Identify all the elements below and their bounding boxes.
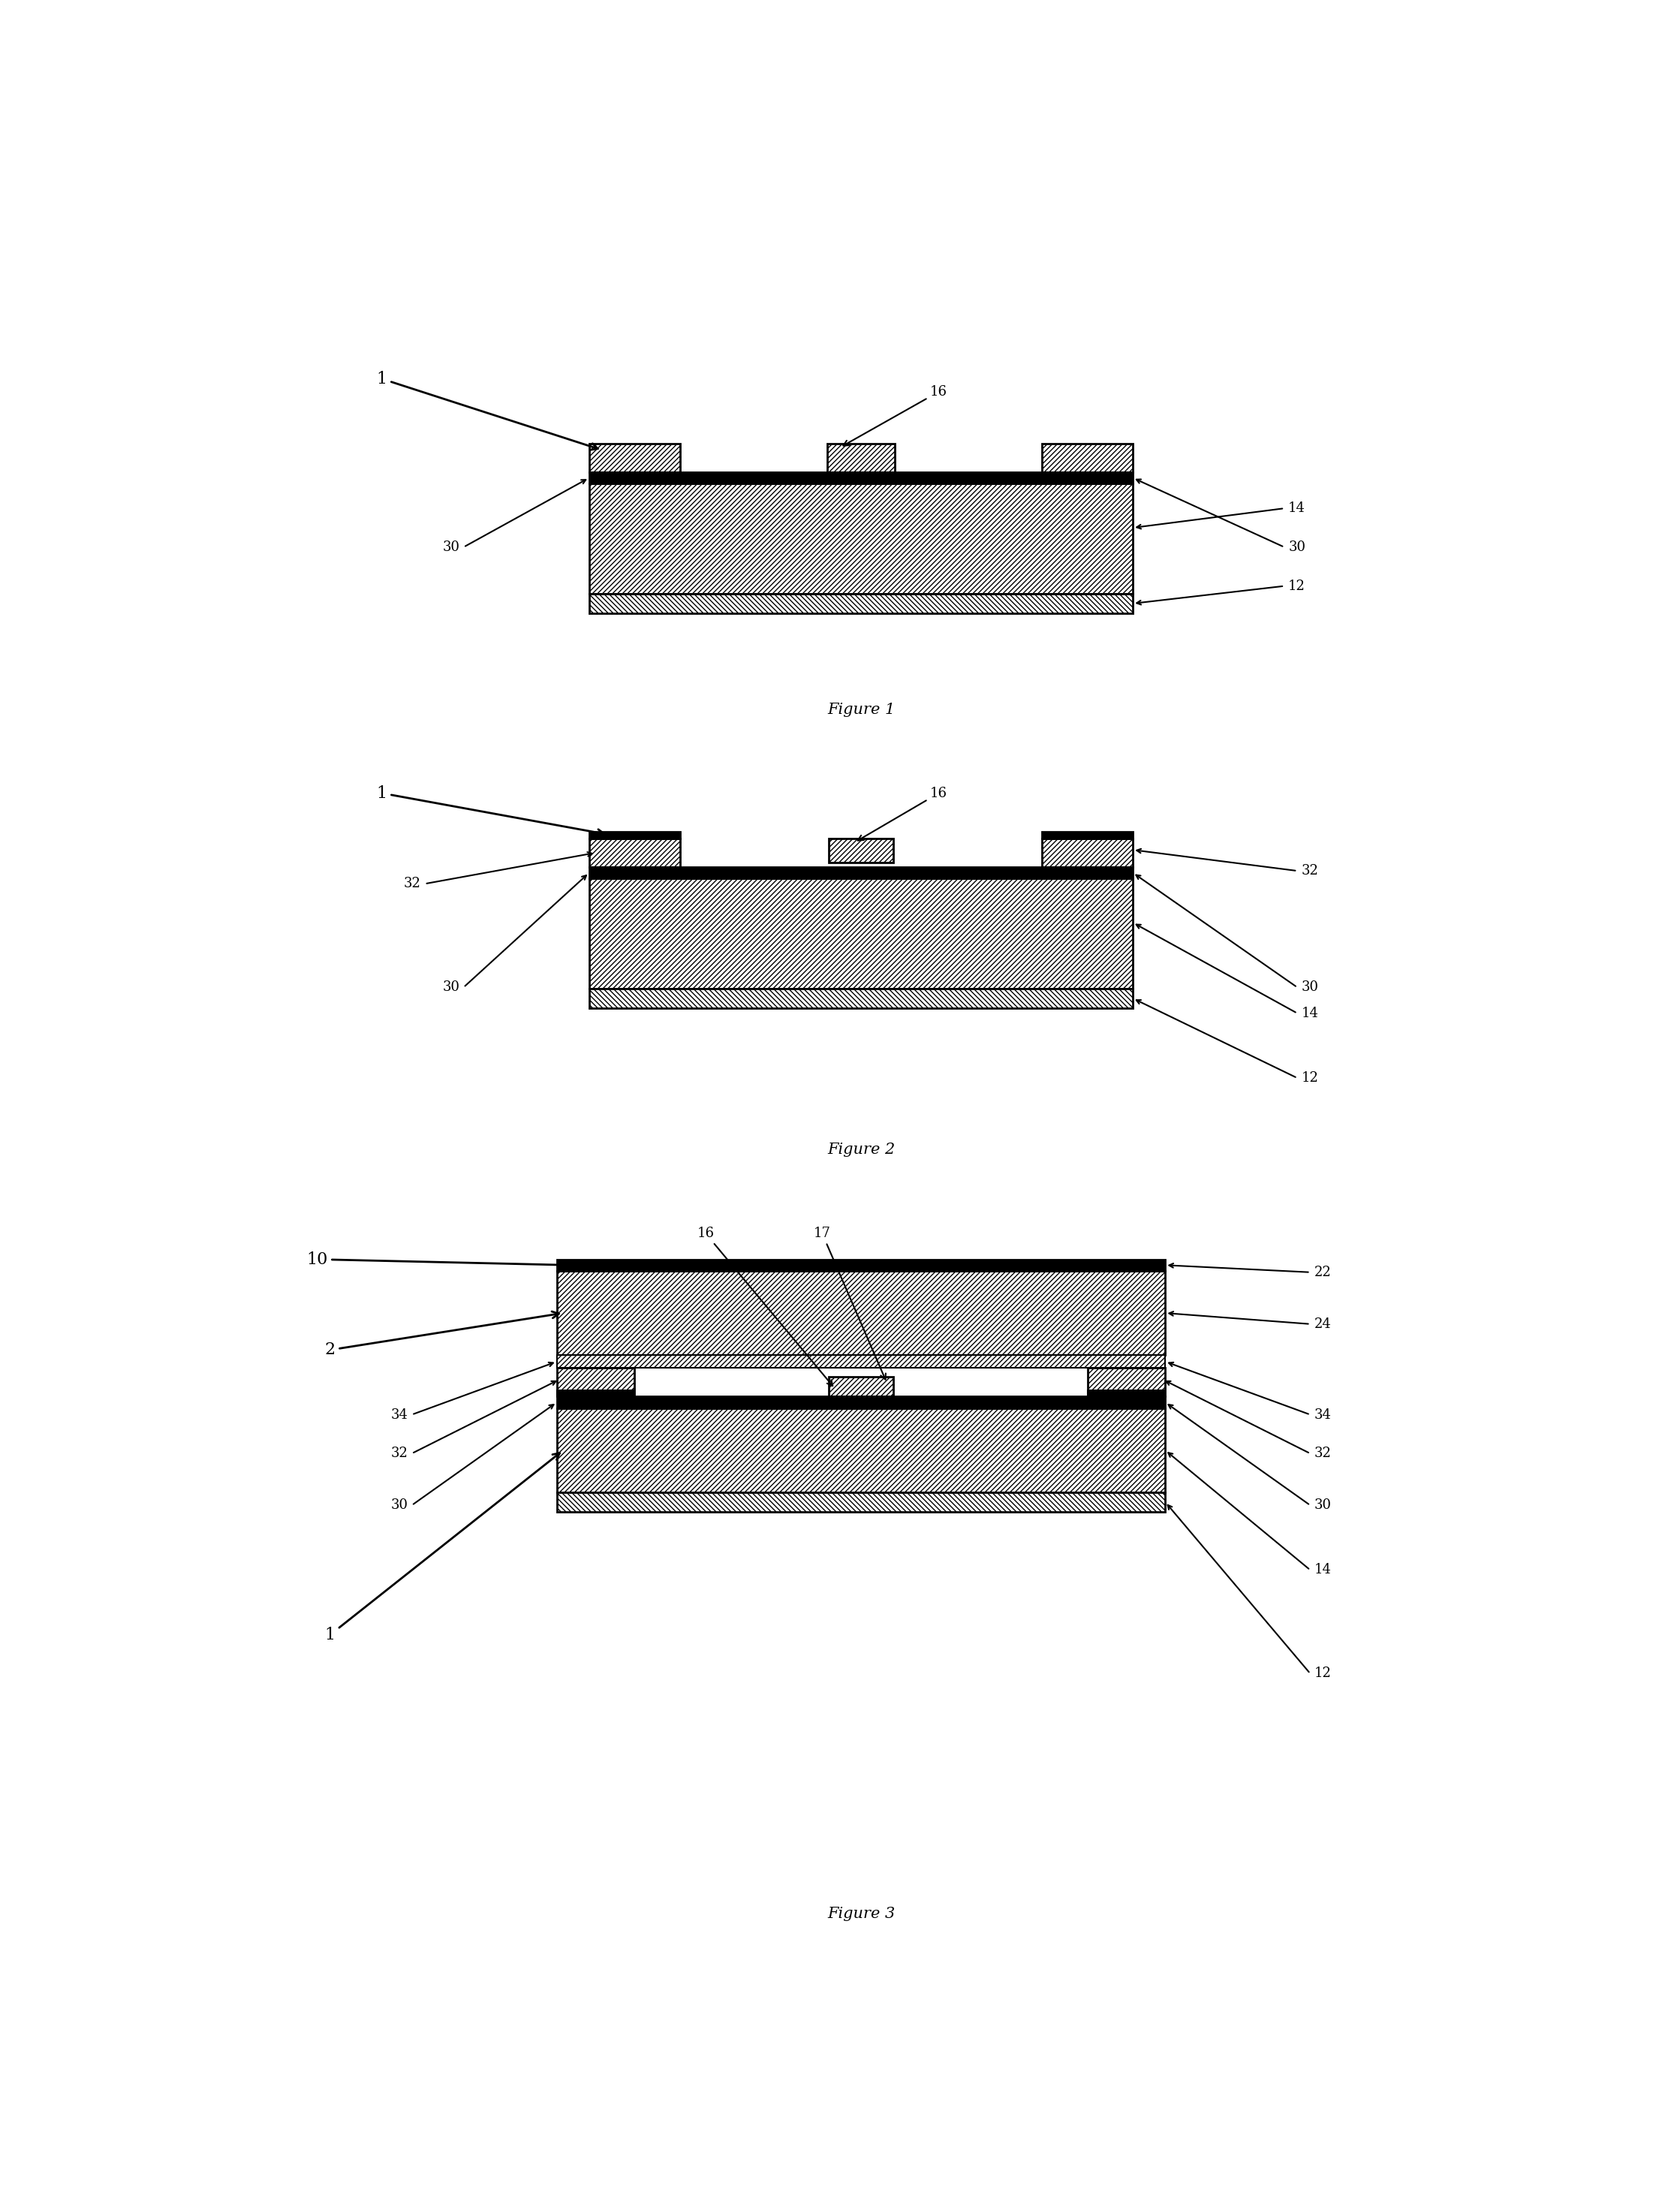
- Bar: [827, 444, 895, 472]
- Text: 12: 12: [1302, 1071, 1319, 1084]
- Text: 30: 30: [442, 982, 460, 995]
- Bar: [1042, 833, 1132, 839]
- Bar: [556, 1259, 1166, 1270]
- Text: 30: 30: [1314, 1500, 1332, 1513]
- Bar: [1087, 1368, 1166, 1397]
- Text: 12: 12: [1289, 579, 1305, 592]
- Bar: [556, 1390, 635, 1397]
- Text: 30: 30: [442, 540, 460, 553]
- Text: 2: 2: [324, 1312, 559, 1358]
- Bar: [556, 1270, 1166, 1355]
- Text: 14: 14: [1314, 1563, 1331, 1576]
- Text: 24: 24: [1314, 1318, 1331, 1331]
- Bar: [590, 444, 680, 472]
- Bar: [1042, 839, 1132, 868]
- Text: 1: 1: [324, 1454, 559, 1644]
- Text: 32: 32: [391, 1447, 408, 1460]
- Bar: [1042, 444, 1132, 472]
- Bar: [590, 988, 1132, 1008]
- Text: 34: 34: [391, 1408, 408, 1421]
- Bar: [828, 839, 894, 863]
- Bar: [1087, 1390, 1166, 1397]
- Text: Figure 2: Figure 2: [827, 1143, 895, 1156]
- Text: 32: 32: [403, 877, 420, 890]
- Text: 22: 22: [1314, 1266, 1331, 1279]
- Bar: [556, 1355, 1166, 1368]
- Bar: [590, 839, 680, 868]
- Text: 32: 32: [1302, 863, 1319, 877]
- Text: 16: 16: [858, 787, 948, 839]
- Text: 30: 30: [1302, 982, 1319, 995]
- Text: 30: 30: [390, 1500, 408, 1513]
- Text: 17: 17: [813, 1226, 885, 1379]
- Text: 34: 34: [1314, 1408, 1331, 1421]
- Text: 14: 14: [1302, 1006, 1319, 1021]
- Bar: [590, 595, 1132, 614]
- Text: 16: 16: [843, 385, 948, 446]
- Bar: [590, 483, 1132, 595]
- Bar: [556, 1368, 635, 1397]
- Bar: [590, 472, 1132, 483]
- Text: 12: 12: [1314, 1668, 1331, 1681]
- Text: 1: 1: [376, 372, 598, 450]
- Bar: [556, 1408, 1166, 1493]
- Text: 32: 32: [1314, 1447, 1331, 1460]
- Bar: [590, 868, 1132, 879]
- Text: Figure 1: Figure 1: [827, 702, 895, 717]
- Text: 30: 30: [1289, 540, 1305, 553]
- Text: 1: 1: [376, 785, 605, 835]
- Bar: [556, 1397, 1166, 1408]
- Bar: [828, 1377, 894, 1397]
- Text: 16: 16: [697, 1226, 833, 1386]
- Text: Figure 3: Figure 3: [827, 1906, 895, 1921]
- Text: 10: 10: [306, 1250, 564, 1268]
- Text: 14: 14: [1289, 501, 1305, 516]
- Bar: [590, 879, 1132, 988]
- Bar: [590, 833, 680, 839]
- Bar: [556, 1493, 1166, 1513]
